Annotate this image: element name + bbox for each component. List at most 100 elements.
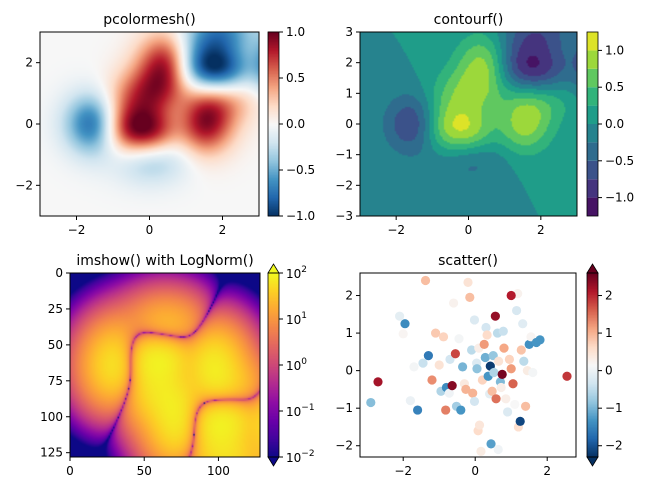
colorbar-band [268,425,279,429]
colorbar-band [268,318,279,322]
colorbar-band [268,198,279,202]
colorbar-band [268,338,279,341]
colorbar-band [268,45,279,48]
colorbar-tick-label: 1.0 [286,25,305,39]
colorbar-band [268,349,279,352]
colorbar-band [268,326,279,329]
colorbar-extend-min [267,456,280,467]
colorbar-band [587,300,598,303]
colorbar-band [268,137,279,140]
colorbar-band [268,450,279,453]
colorbar-band [268,63,279,67]
colorbar-band [268,373,279,377]
colorbar-band [268,272,279,276]
colorbar-band [268,398,279,401]
axes-title: pcolormesh() [103,12,195,28]
scatter-point [463,277,473,287]
axes-1: −2 0 2 −2 0 2 pcolormesh() [15,12,260,237]
colorbar-band [587,376,598,380]
colorbar-band [587,372,598,375]
colorbar-band [268,129,279,133]
colorbar-band [587,392,598,395]
colorbar-band [268,94,279,97]
scatter-point [493,444,503,455]
colorbar-band [268,52,279,56]
scatter-point [535,335,545,345]
colorbar-band [268,141,279,145]
x-tick-label: 0 [471,464,479,478]
colorbar-band [268,131,279,134]
colorbar-band [268,206,279,209]
colorbar-band [268,309,279,312]
scatter-point [515,416,525,426]
colorbar-band [587,405,598,409]
scatter-point [510,399,520,410]
colorbar-band [268,281,279,285]
colorbar-band [587,87,598,106]
colorbar-band [268,435,279,438]
y-tick-label: 2 [345,289,353,303]
colorbar-band [587,283,598,286]
colorbar-band [268,80,279,84]
colorbar-band [587,318,598,322]
colorbar-band [587,315,598,318]
colorbar-band [268,37,279,41]
colorbar-band [268,125,279,128]
colorbar-tick-base: 10 [286,359,301,373]
colorbar-band [268,336,279,340]
colorbar-band [587,323,598,326]
y-tick-label: −3 [335,209,353,223]
colorbar-band [268,275,279,279]
colorbar-1: −1.0 −0.5 0.0 0.5 1.0 [267,25,315,223]
colorbar-band [587,451,598,455]
colorbar-band [587,424,598,427]
colorbar-band [268,115,279,119]
y-tick-label: −2 [335,178,353,192]
axes-4: −2 0 2 −2 −1 0 1 2 scatter() [335,253,577,478]
colorbar-band [268,207,279,211]
scatter-point [503,407,513,417]
colorbar-band [587,292,598,295]
colorbar-band [268,161,279,165]
colorbar-band [268,361,279,364]
colorbar-band [268,57,279,61]
colorbar-band [268,203,279,206]
colorbar-band [268,98,279,102]
colorbar-tick-label: 0 [605,364,613,378]
colorbar-band [268,43,279,47]
colorbar-band [268,312,279,315]
colorbar-band [587,441,598,444]
x-tick-label: 0 [66,464,74,478]
scatter-point [420,275,431,286]
scatter-point [447,381,457,391]
colorbar-band [268,135,279,139]
colorbar-band [268,442,279,446]
colorbar-band [268,112,279,116]
colorbar-band [268,333,279,337]
colorbar-band [268,65,279,68]
colorbar-band [268,355,279,358]
scatter-point [450,349,460,359]
scatter-point [469,396,480,407]
colorbar-band [587,390,598,394]
colorbar-band [268,382,279,386]
colorbar-tick-label: 1 [605,326,613,340]
y-tick-label: 0 [345,364,353,378]
y-tick-label: 1 [345,86,353,100]
colorbar-band [587,336,598,340]
colorbar-band [268,330,279,334]
colorbar-band [268,320,279,323]
colorbar-band [587,313,598,317]
colorbar-band [587,344,598,348]
colorbar-tick-label: 0.5 [605,80,624,94]
colorbar-band [268,362,279,366]
colorbar-band [587,179,598,198]
colorbar-band [268,379,279,383]
colorbar-band [587,289,598,292]
colorbar-band [587,284,598,288]
colorbar-band [587,349,598,352]
colorbar-2: −1.0 −0.5 0.0 0.5 1.0 [586,31,634,217]
colorbar-tick-label: 101 [286,311,307,327]
colorbar-band [268,174,279,177]
colorbar-tick-base: 10 [286,267,301,281]
